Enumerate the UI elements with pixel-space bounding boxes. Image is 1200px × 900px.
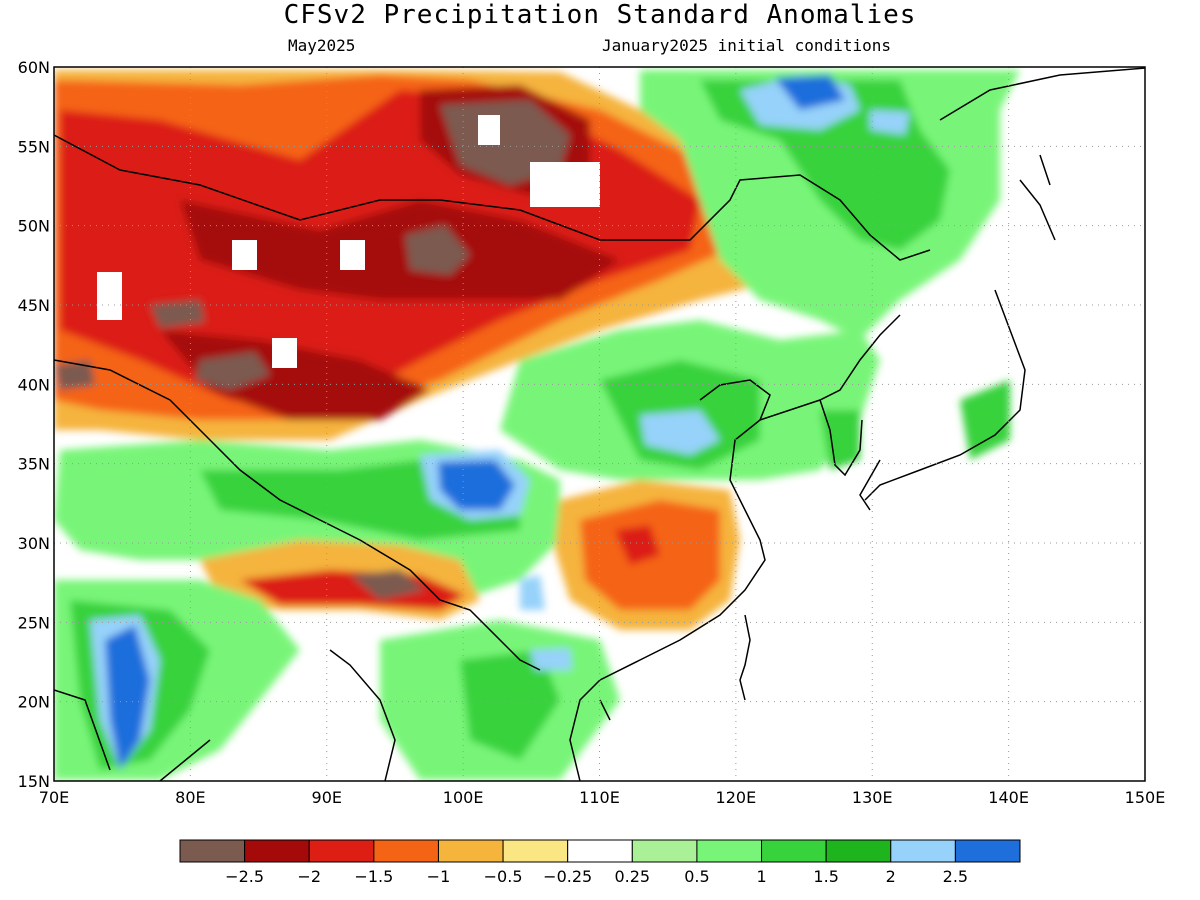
colorbar-swatch	[761, 839, 827, 863]
lon-tick-label: 80E	[175, 788, 205, 807]
colorbar-swatch	[696, 839, 763, 863]
colorbar-swatch	[308, 839, 375, 863]
lat-tick-label: 15N	[18, 772, 50, 791]
lat-tick-label: 35N	[18, 455, 50, 474]
plot-frame	[53, 66, 1146, 782]
colorbar-swatch	[631, 839, 698, 863]
lat-tick-label: 20N	[18, 693, 50, 712]
colorbar-swatch	[502, 839, 569, 863]
lon-tick-label: 140E	[988, 788, 1029, 807]
colorbar-tick-label: −1	[427, 867, 451, 886]
lat-tick-label: 40N	[18, 375, 50, 394]
colorbar	[179, 839, 1021, 863]
colorbar-swatch	[825, 839, 892, 863]
lon-tick-label: 90E	[312, 788, 342, 807]
colorbar-swatch	[890, 839, 956, 863]
colorbar-swatch	[437, 839, 504, 863]
colorbar-tick-label: −2.5	[225, 867, 264, 886]
lon-tick-label: 70E	[39, 788, 69, 807]
colorbar-swatch	[567, 839, 633, 863]
colorbar-tick-label: −0.5	[484, 867, 523, 886]
colorbar-swatch	[179, 839, 246, 863]
lon-tick-label: 150E	[1125, 788, 1166, 807]
colorbar-tick-label: 0.25	[614, 867, 650, 886]
colorbar-swatch	[954, 839, 1021, 863]
colorbar-tick-label: −0.25	[543, 867, 592, 886]
colorbar-tick-label: −1.5	[354, 867, 393, 886]
lat-tick-label: 25N	[18, 613, 50, 632]
lat-tick-label: 55N	[18, 137, 50, 156]
colorbar-labels: −2.5 −2 −1.5 −1 −0.5 −0.25 0.25 0.5 1 1.5 2 2.5	[225, 867, 968, 886]
longitude-labels: 70E 80E 90E 100E 110E 120E 130E 140E 150E	[39, 788, 1166, 807]
map-title: CFSv2 Precipitation Standard Anomalies	[283, 0, 917, 30]
lon-tick-label: 110E	[579, 788, 620, 807]
lon-tick-label: 130E	[852, 788, 893, 807]
lat-lon-grid	[54, 67, 1145, 781]
lat-tick-label: 50N	[18, 217, 50, 236]
lat-tick-label: 30N	[18, 534, 50, 553]
initial-conditions: January2025 initial conditions	[602, 36, 891, 55]
lat-tick-label: 45N	[18, 296, 50, 315]
coastlines-and-borders	[54, 67, 1145, 781]
colorbar-tick-label: 1	[756, 867, 766, 886]
lat-tick-label: 60N	[18, 58, 50, 77]
colorbar-tick-label: 2	[886, 867, 896, 886]
colorbar-tick-label: −2	[297, 867, 321, 886]
lon-tick-label: 120E	[716, 788, 757, 807]
colorbar-tick-label: 1.5	[813, 867, 838, 886]
latitude-labels: 15N 20N 25N 30N 35N 40N 45N 50N 55N 60N	[18, 58, 50, 791]
colorbar-tick-label: 2.5	[943, 867, 968, 886]
colorbar-swatch	[373, 839, 439, 863]
anomaly-field	[54, 70, 1020, 780]
colorbar-tick-label: 0.5	[684, 867, 709, 886]
forecast-month: May2025	[288, 36, 356, 55]
colorbar-swatch	[244, 839, 310, 863]
lon-tick-label: 100E	[443, 788, 484, 807]
